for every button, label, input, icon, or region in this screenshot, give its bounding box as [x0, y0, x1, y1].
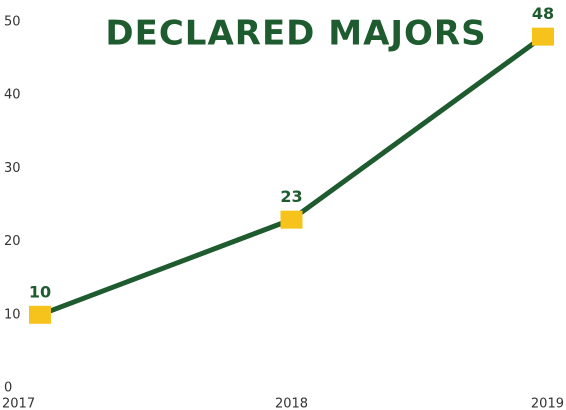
- marker: [532, 27, 554, 46]
- data-label: 10: [29, 282, 51, 301]
- y-tick-label: 30: [4, 161, 21, 176]
- x-tick-label: 2019: [531, 397, 564, 410]
- x-tick-label: 2017: [2, 397, 35, 410]
- x-tick-label: 2018: [275, 397, 308, 410]
- y-tick-label: 20: [4, 234, 21, 249]
- marker: [29, 305, 51, 324]
- y-tick-label: 40: [4, 88, 21, 103]
- data-label: 48: [532, 4, 554, 23]
- y-tick-label: 50: [4, 15, 21, 30]
- data-label: 23: [280, 187, 302, 206]
- y-tick-label: 0: [4, 381, 12, 396]
- chart-title: DECLARED MAJORS: [105, 14, 486, 54]
- y-tick-label: 10: [4, 307, 21, 322]
- marker: [280, 210, 303, 229]
- line: [39, 34, 545, 318]
